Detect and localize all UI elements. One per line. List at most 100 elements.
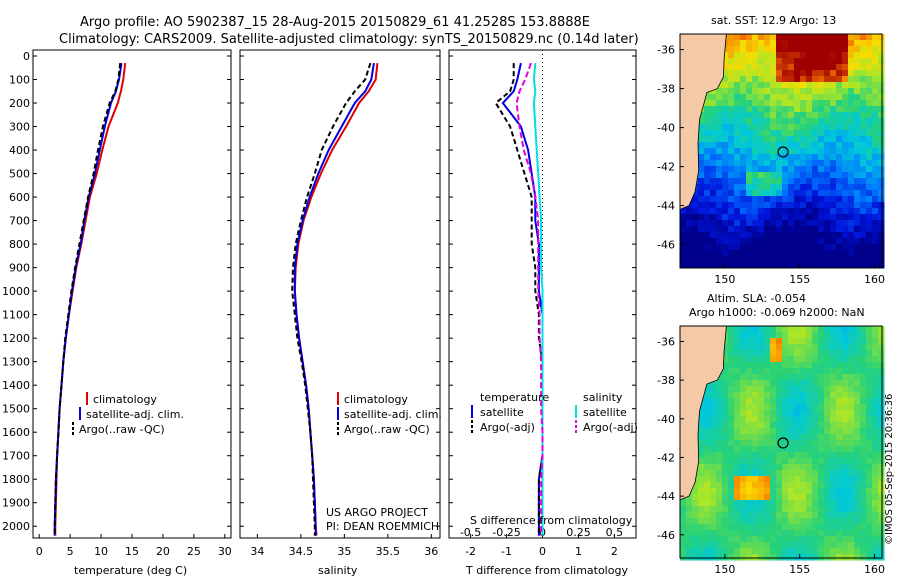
map-cell (764, 512, 771, 519)
map-cell (812, 208, 819, 215)
map-cell (812, 100, 819, 107)
map-cell (716, 112, 723, 119)
map-cell (704, 154, 711, 161)
map-cell (716, 124, 723, 131)
map-y-tick-label: -40 (657, 413, 675, 426)
map-cell (686, 494, 693, 501)
map-cell (872, 374, 879, 381)
map-cell (770, 166, 777, 173)
map-cell (716, 500, 723, 507)
map-cell (716, 530, 723, 537)
map-cell (800, 500, 807, 507)
map-cell (872, 332, 879, 339)
map-cell (758, 530, 765, 537)
map-cell (824, 500, 831, 507)
map-cell (722, 482, 729, 489)
map-cell (812, 536, 819, 543)
map-cell (878, 326, 885, 333)
map-cell (812, 482, 819, 489)
sst-map: 150 155 160-36-38-40-42-44-46 (657, 33, 885, 286)
map-cell (746, 368, 753, 375)
map-cell (698, 554, 705, 561)
map-cell (680, 250, 687, 257)
map-cell (848, 214, 855, 221)
map-cell (830, 136, 837, 143)
depth-tick-label: 900 (9, 262, 30, 275)
map-cell (812, 226, 819, 233)
map-cell (746, 434, 753, 441)
map-cell (692, 250, 699, 257)
map-cell (764, 196, 771, 203)
map-cell (818, 440, 825, 447)
map-cell (782, 512, 789, 519)
map-cell (872, 40, 879, 47)
map-cell (704, 506, 711, 513)
map-cell (800, 392, 807, 399)
map-cell (866, 536, 873, 543)
map-cell (818, 262, 825, 269)
map-cell (872, 214, 879, 221)
map-cell (770, 208, 777, 215)
map-cell (866, 446, 873, 453)
map-cell (770, 500, 777, 507)
map-cell (842, 106, 849, 113)
map-cell (698, 410, 705, 417)
map-cell (860, 142, 867, 149)
map-cell (878, 422, 885, 429)
map-cell (836, 524, 843, 531)
map-cell (788, 190, 795, 197)
map-cell (842, 100, 849, 107)
map-cell (770, 100, 777, 107)
map-cell (872, 136, 879, 143)
map-cell (860, 482, 867, 489)
map-cell (752, 196, 759, 203)
map-cell (830, 434, 837, 441)
map-cell (686, 250, 693, 257)
map-cell (878, 392, 885, 399)
map-cell (818, 332, 825, 339)
map-cell (704, 148, 711, 155)
map-cell (716, 452, 723, 459)
map-cell (872, 70, 879, 77)
map-cell (710, 118, 717, 125)
map-cell (860, 214, 867, 221)
map-cell (818, 404, 825, 411)
map-cell (836, 136, 843, 143)
map-cell (734, 332, 741, 339)
map-cell (776, 440, 783, 447)
map-cell (746, 220, 753, 227)
map-cell (830, 482, 837, 489)
map-cell (710, 542, 717, 549)
map-cell (830, 542, 837, 549)
map-cell (788, 184, 795, 191)
map-cell (872, 356, 879, 363)
map-cell (836, 374, 843, 381)
map-cell (872, 76, 879, 83)
diff-x-tick-label: 0 (539, 545, 546, 558)
map-cell (782, 350, 789, 357)
map-cell (806, 392, 813, 399)
map-cell (806, 404, 813, 411)
map-cell (794, 154, 801, 161)
map-cell (830, 440, 837, 447)
map-cell (758, 220, 765, 227)
map-cell (734, 76, 741, 83)
map-cell (764, 208, 771, 215)
map-cell (710, 124, 717, 131)
map-x-tick-label: 150 (714, 273, 735, 286)
difference-legend: temperature satellite Argo(-adj) salinit… (470, 391, 638, 527)
map-cell (722, 220, 729, 227)
map-cell (854, 488, 861, 495)
s-difference-label: S difference from climatology (470, 514, 633, 527)
map-cell (710, 172, 717, 179)
map-cell (716, 518, 723, 525)
map-cell (830, 344, 837, 351)
map-cell (746, 58, 753, 65)
map-cell (776, 130, 783, 137)
pi-annotation: PI: DEAN ROEMMICH (326, 520, 439, 533)
map-cell (740, 482, 747, 489)
map-cell (800, 220, 807, 227)
map-cell (860, 94, 867, 101)
map-cell (866, 554, 873, 561)
map-cell (764, 410, 771, 417)
